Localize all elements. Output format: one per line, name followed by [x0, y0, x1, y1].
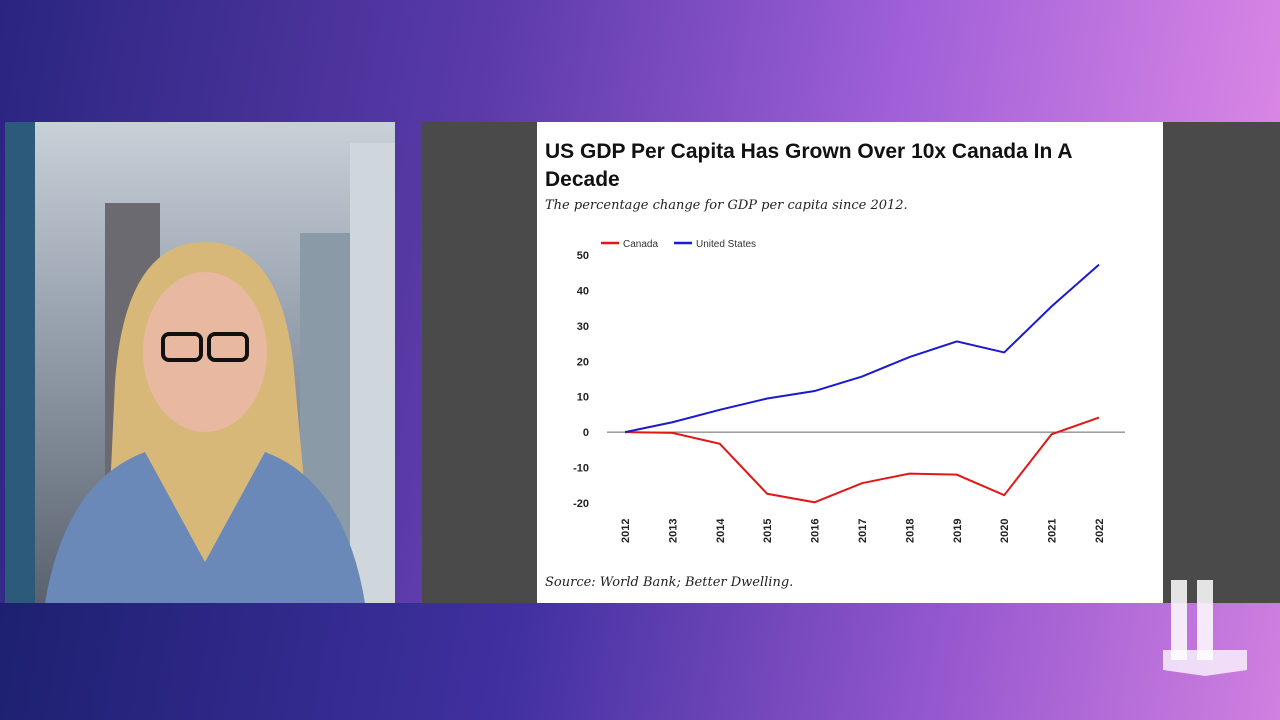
chart-title: US GDP Per Capita Has Grown Over 10x Can…	[545, 140, 1072, 191]
x-tick-label: 2013	[667, 519, 679, 543]
y-tick-label: 40	[577, 285, 589, 297]
x-tick-label: 2012	[620, 519, 632, 543]
x-tick-label: 2021	[1047, 519, 1059, 543]
y-tick-label: 50	[577, 250, 589, 262]
presenter	[45, 242, 365, 603]
y-tick-label: 30	[577, 321, 589, 333]
y-tick-label: 10	[577, 392, 589, 404]
x-tick-label: 2017	[857, 519, 869, 543]
legend-label: Canada	[623, 239, 658, 250]
x-tick-label: 2018	[904, 519, 916, 543]
x-tick-label: 2014	[715, 518, 727, 543]
line-chart: 50 40 30 20 10 0 -10 -20 2012 2013 2014 2015 2016 201…	[573, 239, 1125, 543]
x-tick-label: 2020	[999, 519, 1011, 543]
series-line-united-states	[624, 263, 1100, 434]
presenter-video	[5, 122, 395, 603]
chart-source: Source: World Bank; Better Dwelling.	[545, 575, 794, 590]
y-tick-label: 20	[577, 356, 589, 368]
chart-card: 50 40 30 20 10 0 -10 -20 2012 2013 2014 2015 2016 201…	[537, 122, 1163, 603]
y-tick-label: -10	[573, 463, 589, 475]
x-tick-label: 2016	[810, 519, 822, 543]
x-tick-label: 2015	[762, 519, 774, 543]
chart-subtitle: The percentage change for GDP per capita…	[545, 198, 908, 213]
x-tick-label: 2019	[952, 519, 964, 543]
background-band	[0, 603, 1280, 720]
y-tick-label: -20	[573, 498, 589, 510]
x-tick-label: 2022	[1094, 519, 1106, 543]
legend-label: United States	[696, 239, 756, 250]
y-tick-label: 0	[583, 427, 589, 439]
channel-logo	[1163, 580, 1247, 676]
series-line-canada	[624, 416, 1100, 504]
